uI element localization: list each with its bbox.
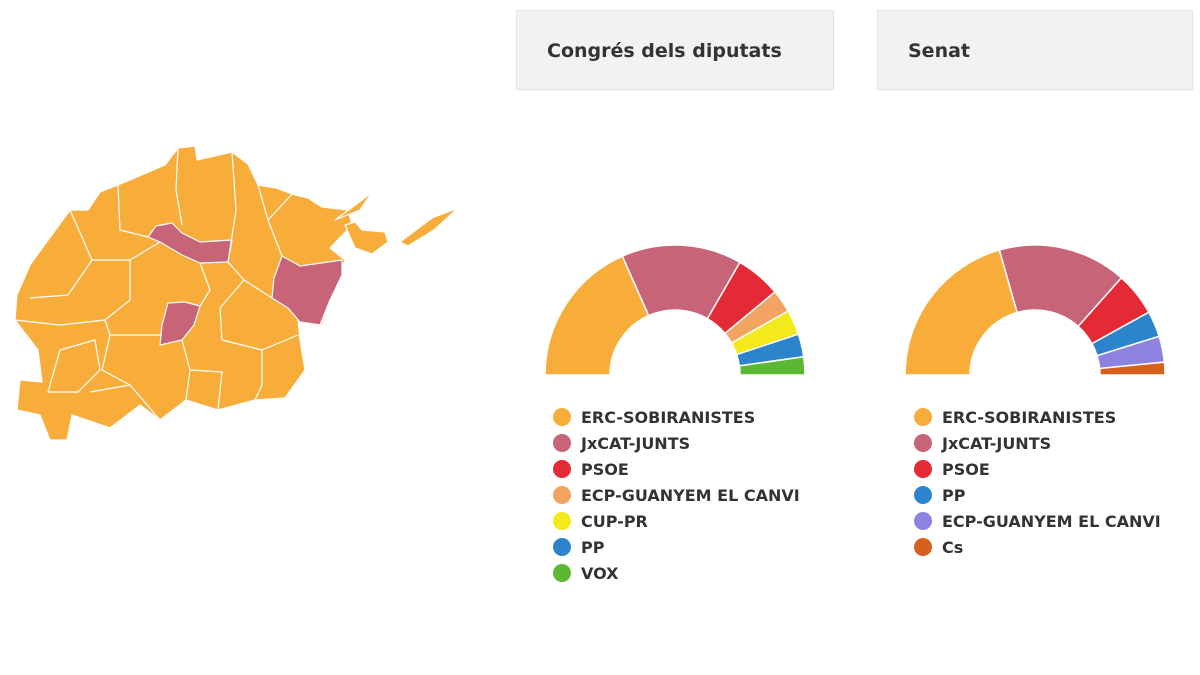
legend-item-erc-sobiranistes[interactable]: ERC-SOBIRANISTES xyxy=(553,404,800,430)
legend-label: PSOE xyxy=(581,459,629,479)
district-map xyxy=(14,145,459,441)
senate-title: Senat xyxy=(908,40,971,62)
legend-label: JxCAT-JUNTS xyxy=(942,433,1052,453)
legend-swatch xyxy=(914,460,932,478)
legend-label: Cs xyxy=(942,537,964,557)
map-region[interactable] xyxy=(399,207,459,247)
legend-item-cs[interactable]: Cs xyxy=(914,534,1161,560)
senate-chart xyxy=(904,244,1166,376)
legend-swatch xyxy=(553,564,571,582)
congress-title: Congrés dels diputats xyxy=(547,40,782,62)
legend-swatch xyxy=(553,460,571,478)
map-region[interactable] xyxy=(159,301,201,346)
map-regions xyxy=(14,145,459,441)
legend-item-cup-pr[interactable]: CUP-PR xyxy=(553,508,800,534)
legend-swatch xyxy=(553,538,571,556)
senate-header: Senat xyxy=(877,10,1193,90)
legend-swatch xyxy=(553,512,571,530)
legend-swatch xyxy=(914,512,932,530)
slice-erc-sobiranistes[interactable] xyxy=(904,249,1019,376)
legend-label: ERC-SOBIRANISTES xyxy=(942,407,1117,427)
map-region[interactable] xyxy=(334,191,373,221)
legend-label: ECP-GUANYEM EL CANVI xyxy=(581,485,800,505)
slice-cs[interactable] xyxy=(1098,361,1166,376)
legend-item-jxcat-junts[interactable]: JxCAT-JUNTS xyxy=(553,430,800,456)
legend-item-ecp-guanyem-el-canvi[interactable]: ECP-GUANYEM EL CANVI xyxy=(553,482,800,508)
map-region[interactable] xyxy=(344,221,389,255)
legend-swatch xyxy=(553,486,571,504)
legend-item-erc-sobiranistes[interactable]: ERC-SOBIRANISTES xyxy=(914,404,1161,430)
congress-header: Congrés dels diputats xyxy=(516,10,834,90)
legend-label: PSOE xyxy=(942,459,990,479)
legend-label: PP xyxy=(942,485,966,505)
legend-swatch xyxy=(914,486,932,504)
map-region[interactable] xyxy=(271,255,343,326)
legend-swatch xyxy=(914,434,932,452)
slice-vox[interactable] xyxy=(738,355,806,376)
map-region[interactable] xyxy=(147,222,233,264)
congress-legend: ERC-SOBIRANISTES JxCAT-JUNTS PSOE ECP-GUANY… xyxy=(553,404,800,586)
map-region[interactable] xyxy=(47,339,101,393)
legend-item-jxcat-junts[interactable]: JxCAT-JUNTS xyxy=(914,430,1161,456)
map-borders xyxy=(14,147,299,421)
legend-item-ecp-guanyem-el-canvi[interactable]: ECP-GUANYEM EL CANVI xyxy=(914,508,1161,534)
legend-label: PP xyxy=(581,537,605,557)
legend-item-vox[interactable]: VOX xyxy=(553,560,800,586)
legend-label: JxCAT-JUNTS xyxy=(581,433,691,453)
legend-swatch xyxy=(914,538,932,556)
legend-swatch xyxy=(914,408,932,426)
legend-swatch xyxy=(553,434,571,452)
legend-item-psoe[interactable]: PSOE xyxy=(914,456,1161,482)
legend-item-pp[interactable]: PP xyxy=(553,534,800,560)
legend-label: CUP-PR xyxy=(581,511,648,531)
legend-label: VOX xyxy=(581,563,619,583)
legend-label: ECP-GUANYEM EL CANVI xyxy=(942,511,1161,531)
legend-item-pp[interactable]: PP xyxy=(914,482,1161,508)
legend-swatch xyxy=(553,408,571,426)
legend-item-psoe[interactable]: PSOE xyxy=(553,456,800,482)
congress-chart xyxy=(544,244,806,376)
legend-label: ERC-SOBIRANISTES xyxy=(581,407,756,427)
senate-legend: ERC-SOBIRANISTES JxCAT-JUNTS PSOE PP ECP-GUA… xyxy=(914,404,1161,560)
